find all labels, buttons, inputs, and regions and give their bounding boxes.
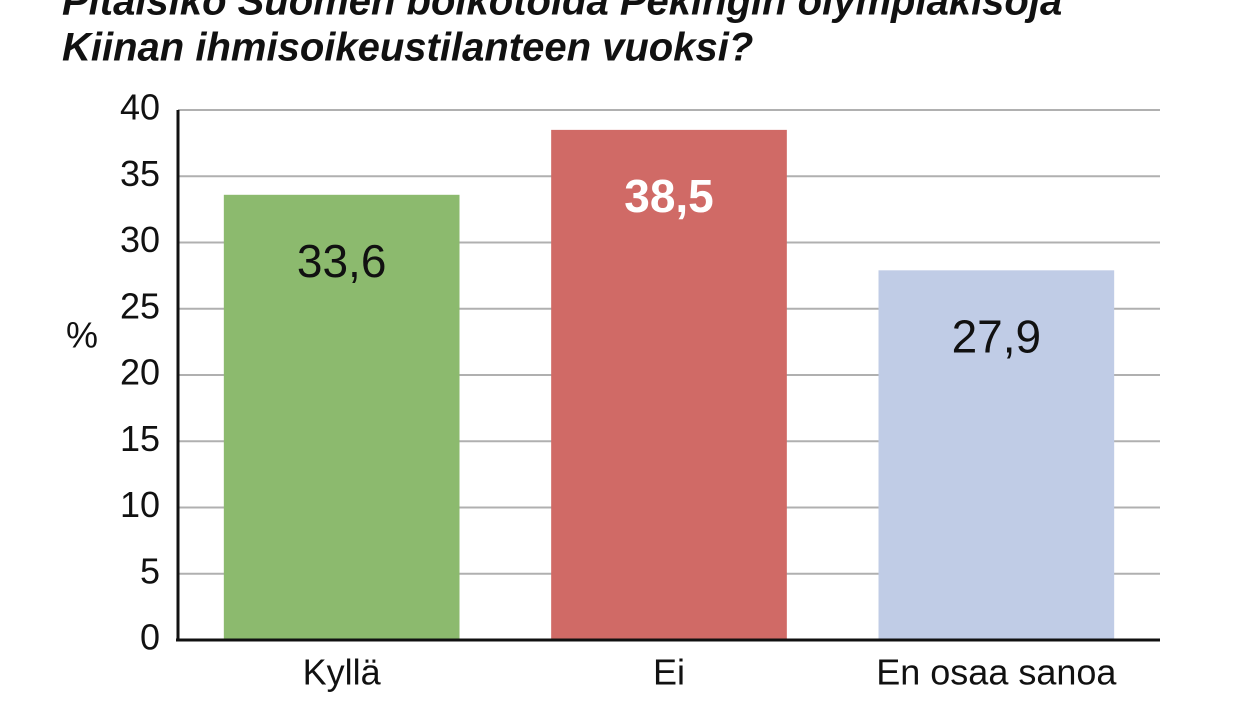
- x-tick-label: En osaa sanoa: [876, 652, 1117, 693]
- value-label: 33,6: [297, 235, 387, 287]
- y-tick-label: 0: [140, 617, 160, 658]
- y-tick-label: 35: [120, 153, 160, 194]
- y-tick-label: 5: [140, 550, 160, 591]
- y-tick-label: 25: [120, 285, 160, 326]
- y-tick-label: 10: [120, 484, 160, 525]
- y-tick-label: 40: [120, 87, 160, 128]
- y-axis-label: %: [66, 315, 98, 356]
- bar: [223, 194, 460, 641]
- y-tick-label: 30: [120, 219, 160, 260]
- y-tick-label: 20: [120, 352, 160, 393]
- bar: [551, 129, 787, 640]
- bar: [878, 270, 1115, 640]
- value-label: 27,9: [952, 310, 1042, 362]
- chart-title-line: Kiinan ihmisoikeustilanteen vuoksi?: [62, 26, 753, 70]
- x-tick-label: Kyllä: [303, 652, 382, 693]
- value-label: 38,5: [624, 170, 714, 222]
- y-tick-label: 15: [120, 418, 160, 459]
- chart-title-line: Pitäisikö Suomen boikotoida Pekingin oly…: [62, 0, 1062, 24]
- x-tick-label: Ei: [653, 652, 685, 693]
